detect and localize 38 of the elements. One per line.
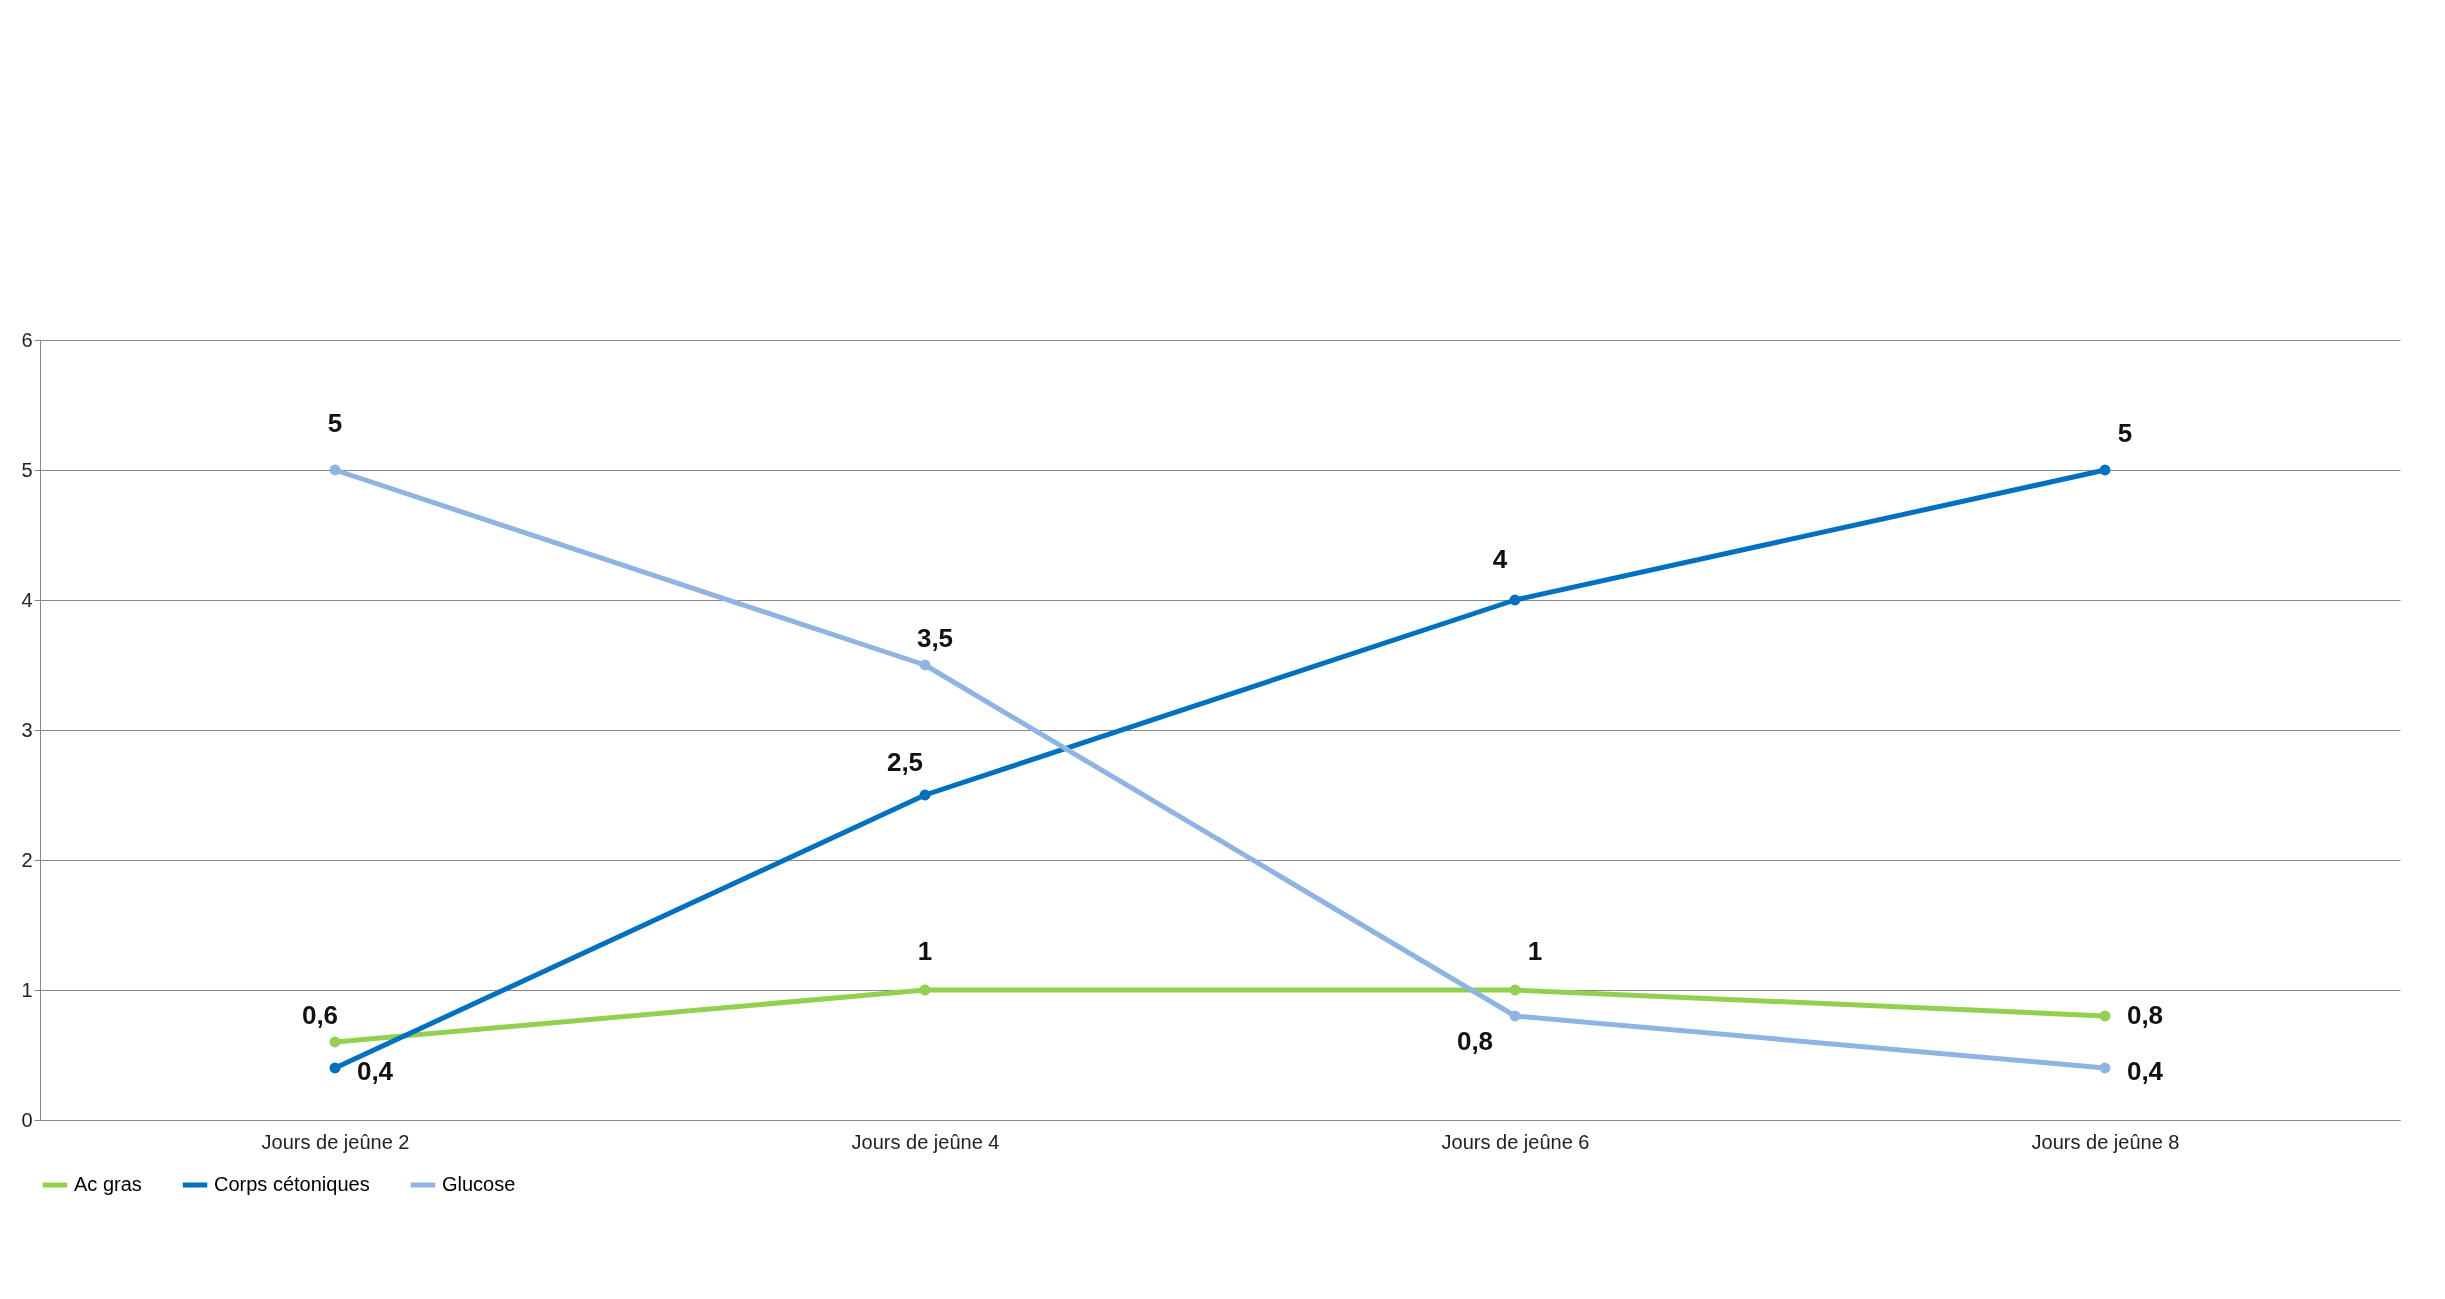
data-label: 1 (1527, 936, 1543, 966)
data-label: 5 (327, 408, 343, 438)
data-label: 5 (2117, 418, 2133, 448)
x-tick-label: Jours de jeûne 6 (1441, 1130, 1590, 1153)
y-tick-label: 6 (21, 328, 33, 351)
y-tick-label: 5 (21, 458, 33, 481)
x-tick-label: Jours de jeûne 4 (851, 1130, 1000, 1153)
x-tick-label: Jours de jeûne 2 (261, 1130, 410, 1153)
data-label: 0,8 (1456, 1026, 1494, 1056)
data-label: 2,5 (886, 747, 924, 777)
point (919, 789, 931, 801)
data-label: 0,8 (2126, 1000, 2164, 1030)
data-label: 1 (917, 936, 933, 966)
point (1509, 984, 1521, 996)
point (2099, 1062, 2111, 1074)
point (2099, 1010, 2111, 1022)
x-tick-label: Jours de jeûne 8 (2031, 1130, 2180, 1153)
point (919, 984, 931, 996)
data-label: 0,6 (301, 1000, 339, 1030)
legend-label: Glucose (442, 1173, 516, 1195)
point (329, 1062, 341, 1074)
data-label: 3,5 (916, 623, 954, 653)
data-label: 0,4 (2126, 1056, 2164, 1086)
point (1509, 1010, 1521, 1022)
point (1509, 594, 1521, 606)
y-tick-label: 2 (21, 848, 33, 871)
y-tick-label: 3 (21, 718, 33, 741)
point (2099, 464, 2111, 476)
data-label: 0,4 (356, 1056, 394, 1086)
y-tick-label: 1 (21, 978, 33, 1001)
point (329, 464, 341, 476)
legend-label: Corps cétoniques (214, 1173, 370, 1195)
legend-label: Ac gras (74, 1173, 142, 1195)
data-label: 4 (1492, 544, 1508, 574)
y-tick-label: 4 (21, 588, 33, 611)
point (919, 659, 931, 671)
y-tick-label: 0 (21, 1108, 33, 1131)
point (329, 1036, 341, 1048)
